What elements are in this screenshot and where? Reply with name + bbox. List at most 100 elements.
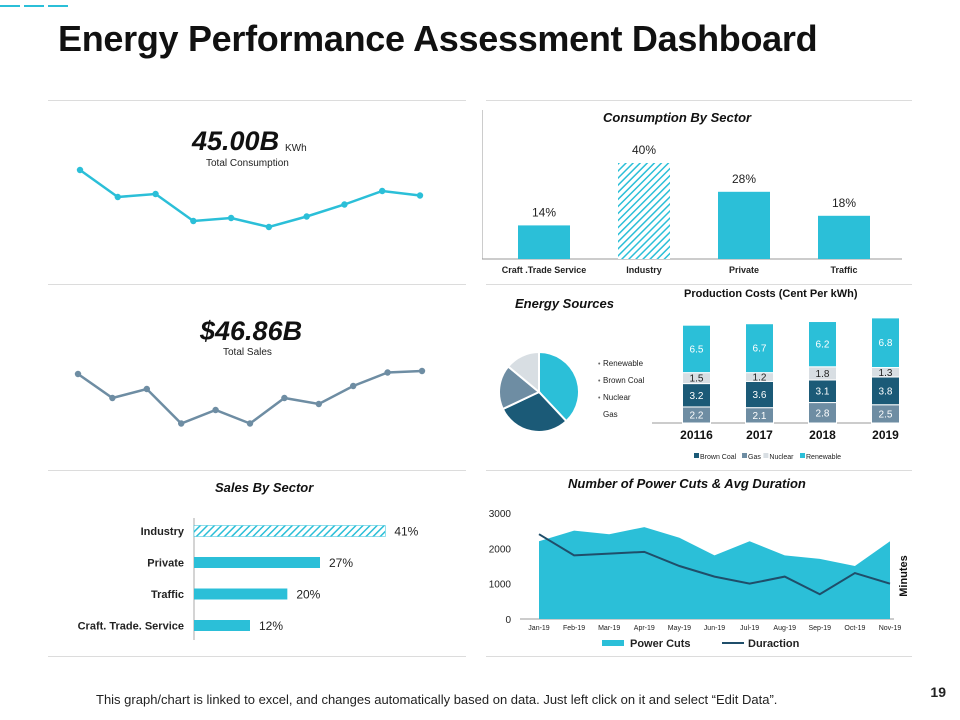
legend-label: Power Cuts — [630, 638, 691, 650]
tick-label: Private — [729, 265, 759, 275]
sales-point — [74, 370, 82, 378]
y-tick-label: 1000 — [489, 580, 512, 591]
bar-segment — [808, 321, 837, 368]
legend-label: Renewable — [603, 359, 644, 368]
sales-point — [418, 367, 426, 375]
tick-label: Craft .Trade Service — [502, 265, 587, 275]
bar — [718, 191, 770, 259]
data-label: 2.1 — [753, 411, 767, 422]
kpi-sales-value: $46.86B — [200, 316, 303, 346]
data-label: 1.3 — [879, 368, 893, 379]
legend-label: Nuclear — [769, 454, 794, 461]
data-label: 2.5 — [879, 409, 893, 420]
sales-sparkline — [74, 367, 426, 427]
divider — [486, 100, 912, 101]
legend-label: Brown Coal — [603, 376, 645, 385]
sales-point — [350, 382, 357, 390]
bar-segment — [871, 376, 900, 406]
data-label: 6.8 — [879, 338, 893, 349]
consumption-point — [114, 193, 121, 201]
divider — [48, 100, 466, 101]
page-title: Energy Performance Assessment Dashboard — [58, 18, 818, 59]
data-label: 6.2 — [816, 340, 830, 351]
divider — [486, 656, 912, 657]
tick-label: Traffic — [151, 589, 184, 601]
data-label: 3.1 — [816, 387, 830, 398]
data-label: 2.8 — [816, 408, 830, 419]
data-label: 1.8 — [816, 369, 830, 380]
consumption-by-sector-chart: 14% Craft .Trade Service 40% Industry 28% Pri… — [482, 110, 902, 275]
kpi-consumption-value: 45.00B — [192, 126, 280, 156]
data-label: 20% — [296, 588, 320, 602]
sales-point — [109, 394, 116, 402]
sales-point — [246, 420, 254, 427]
kpi-consumption-unit: KWh — [285, 143, 307, 154]
x-tick-label: Jan-19 — [528, 625, 550, 632]
legend-label: Gas — [748, 454, 761, 461]
bar-segment — [745, 323, 774, 374]
energy-sources-title: Energy Sources — [515, 296, 614, 311]
bar-segment — [682, 324, 711, 374]
tick-label: Traffic — [830, 265, 857, 275]
data-label: 3.6 — [753, 390, 767, 401]
sales-by-sector-chart: 41% Industry 27% Private 20% Traffic 12% Craft.… — [78, 518, 419, 640]
sales-line — [77, 369, 423, 425]
data-label: 41% — [394, 525, 418, 539]
legend-swatch — [602, 640, 624, 646]
data-label: 27% — [329, 556, 353, 570]
consumption-point — [341, 201, 348, 208]
x-tick-label: Mar-19 — [598, 625, 620, 632]
x-tick-label: Sep-19 — [809, 625, 832, 632]
consumption-chart-title: Consumption By Sector — [603, 110, 752, 125]
data-label: 3.2 — [690, 391, 704, 402]
bar — [194, 620, 250, 631]
sales-by-sector-title: Sales By Sector — [215, 480, 314, 495]
bar — [193, 525, 386, 537]
data-label: 6.7 — [753, 344, 767, 355]
consumption-point — [76, 166, 84, 174]
tick-label: Industry — [141, 526, 185, 538]
data-label: 1.5 — [690, 374, 704, 385]
bar — [818, 215, 870, 259]
production-costs-chart: 2.2 3.2 1.5 6.5 20116 2.1 3.6 1.2 6.7 2017 2.8 3.1 1… — [652, 317, 900, 461]
legend-label: Gas — [603, 410, 618, 419]
divider — [486, 284, 912, 285]
x-tick-label: May-19 — [668, 625, 691, 632]
x-tick-label: Oct-19 — [844, 625, 865, 632]
legend-label: Duraction — [748, 638, 800, 650]
power-cuts-title: Number of Power Cuts & Avg Duration — [568, 476, 806, 491]
sales-point — [143, 385, 150, 393]
data-label: 28% — [732, 172, 756, 186]
consumption-point — [227, 214, 235, 222]
bar-segment — [745, 380, 774, 409]
legend-label: Nuclear — [603, 393, 631, 402]
consumption-point — [190, 217, 197, 225]
legend-label: Brown Coal — [700, 454, 737, 461]
x-tick-label: Apr-19 — [634, 625, 655, 632]
bar — [618, 163, 670, 259]
legend-bullet: • — [598, 361, 601, 368]
sales-point — [384, 369, 391, 376]
sales-point — [315, 400, 322, 408]
bar — [194, 557, 320, 568]
divider — [48, 470, 466, 471]
bar — [194, 588, 288, 600]
legend-swatch — [763, 453, 769, 458]
consumption-point — [303, 213, 310, 220]
decor-dash — [0, 5, 20, 7]
divider — [48, 284, 466, 285]
tick-label: Private — [147, 558, 184, 570]
consumption-point — [152, 190, 159, 198]
kpi-consumption-label: Total Consumption — [206, 158, 289, 169]
y-tick-label: 2000 — [489, 544, 512, 555]
consumption-point — [379, 187, 386, 195]
x-tick-label: Jul-19 — [740, 625, 759, 632]
area-power-cuts — [539, 527, 890, 619]
tick-label: Craft. Trade. Service — [78, 621, 184, 633]
tick-label: Industry — [626, 265, 662, 275]
pie-slice — [506, 350, 540, 395]
sales-point — [281, 394, 288, 402]
data-label: 3.8 — [879, 386, 893, 397]
sales-point — [178, 420, 185, 427]
